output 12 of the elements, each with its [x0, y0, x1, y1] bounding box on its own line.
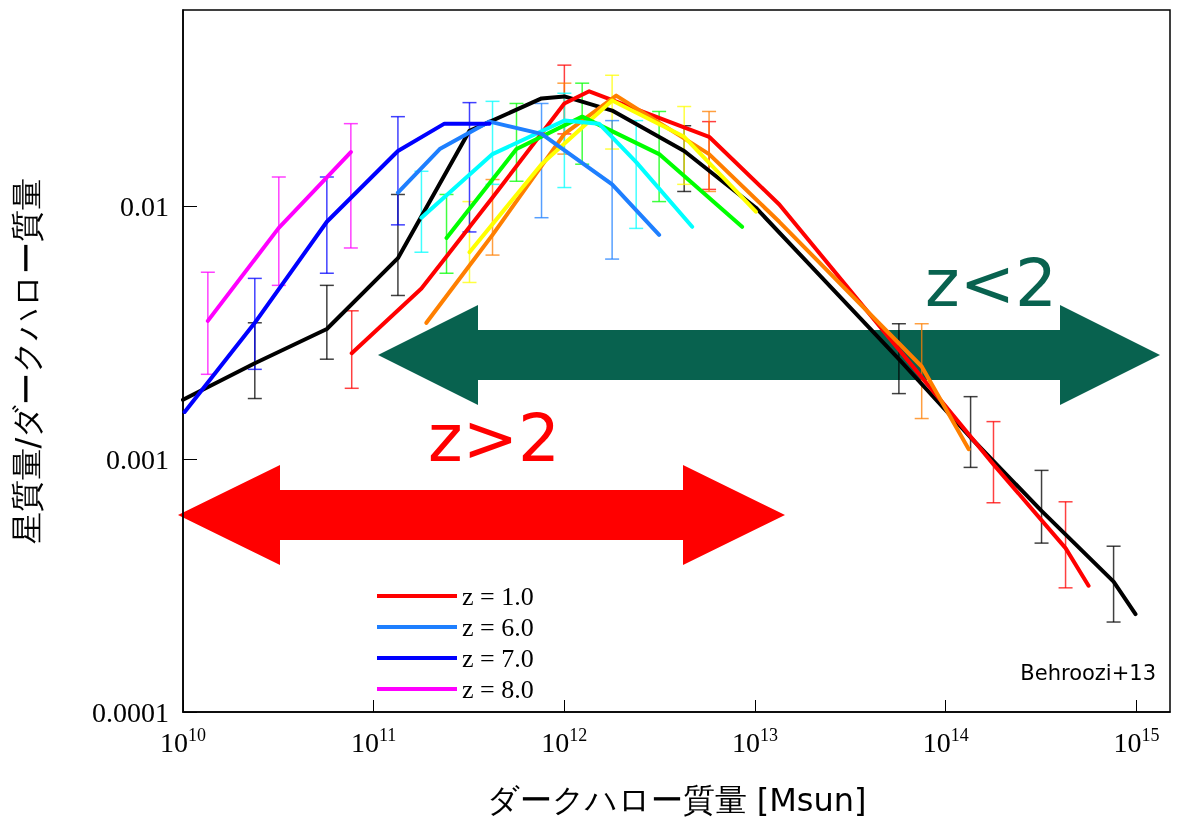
y-tick-label: 0.001	[106, 443, 169, 475]
x-axis-title: ダークハロー質量 [Msun]	[486, 781, 867, 819]
legend-label: z = 1.0	[462, 581, 534, 611]
y-tick-label: 0.0001	[92, 696, 169, 728]
annotation: z<2	[925, 244, 1057, 322]
legend-label: z = 8.0	[462, 674, 534, 704]
legend-label: z = 7.0	[462, 643, 534, 673]
y-tick-label: 0.01	[120, 191, 169, 223]
annotation: z>2	[428, 399, 560, 477]
annotation: Behroozi+13	[1020, 660, 1157, 685]
legend-label: z = 6.0	[462, 612, 534, 642]
y-axis-title: 星質量/ダークハロー質量	[8, 177, 46, 545]
